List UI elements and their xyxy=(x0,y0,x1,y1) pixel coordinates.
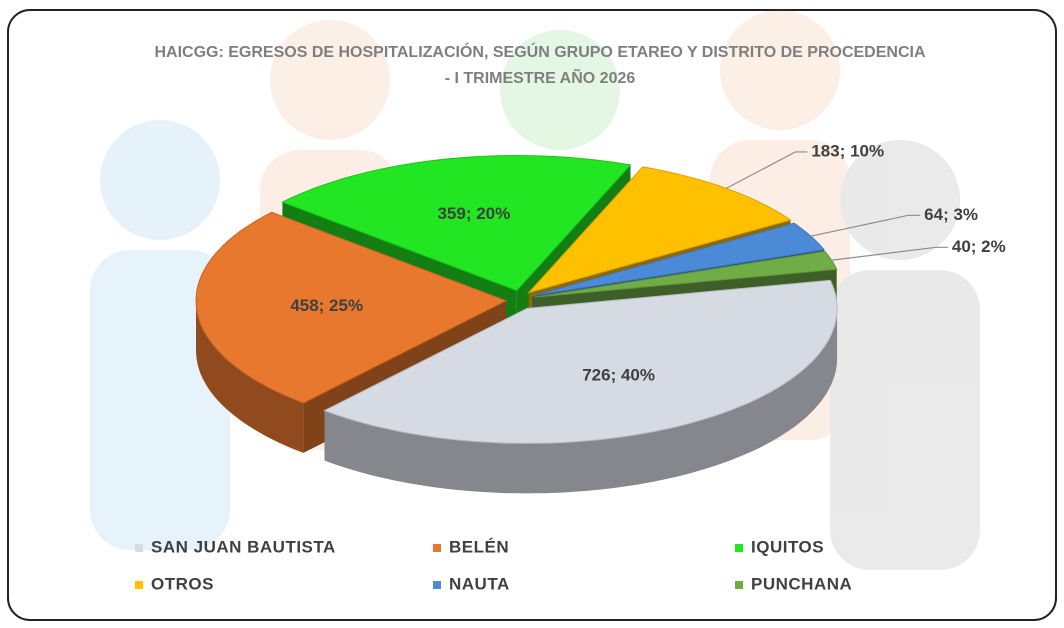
data-label: 726; 40% xyxy=(582,365,655,384)
data-label: 183; 10% xyxy=(811,141,884,160)
legend-label: IQUITOS xyxy=(751,537,824,556)
pie xyxy=(195,154,838,494)
slice xyxy=(323,279,838,444)
slice-side xyxy=(324,308,838,494)
legend-swatch xyxy=(735,544,743,552)
slice xyxy=(532,222,826,297)
legend-swatch xyxy=(433,544,441,552)
legend-label: OTROS xyxy=(151,574,214,593)
legend-label: BELÉN xyxy=(449,537,509,556)
data-label: 40; 2% xyxy=(952,237,1006,256)
data-label: 458; 25% xyxy=(290,296,363,315)
data-label: 64; 3% xyxy=(924,205,978,224)
legend-swatch xyxy=(135,581,143,589)
legend-swatch xyxy=(135,544,143,552)
legend-label: SAN JUAN BAUTISTA xyxy=(151,537,336,556)
slice xyxy=(195,211,508,404)
leader-line xyxy=(831,246,948,261)
leader-line xyxy=(810,214,921,237)
leader-line xyxy=(725,151,808,189)
legend-label: NAUTA xyxy=(449,574,510,593)
slice xyxy=(527,166,792,294)
legend-swatch xyxy=(735,581,743,589)
legend-swatch xyxy=(433,581,441,589)
chart-title: HAICGG: EGRESOS DE HOSPITALIZACIÓN, SEGÚ… xyxy=(154,44,926,87)
data-label: 359; 20% xyxy=(437,204,510,223)
legend-label: PUNCHANA xyxy=(751,574,852,593)
slice xyxy=(281,154,632,292)
